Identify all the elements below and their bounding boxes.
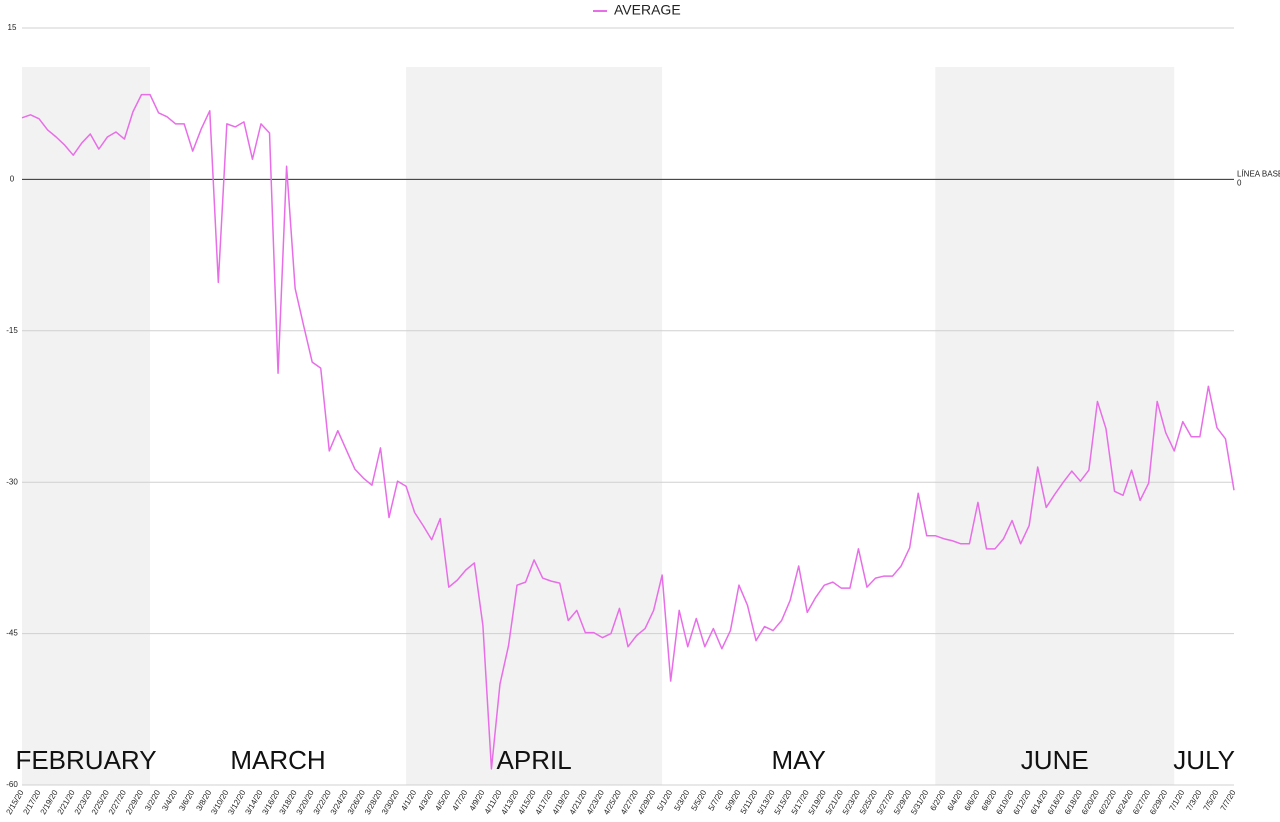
month-label: JULY [1173,745,1235,775]
x-tick-label: 6/2/20 [928,788,947,812]
x-tick-label: 4/5/20 [433,788,452,812]
x-tick-label: 5/7/20 [707,788,726,812]
x-tick-label: 3/6/20 [177,788,196,812]
x-tick-label: 7/1/20 [1167,788,1186,812]
x-tick-label: 7/7/20 [1219,788,1238,812]
y-tick-label: -30 [6,477,18,486]
x-tick-label: 3/2/20 [143,788,162,812]
data-line [21,93,1235,770]
month-band [406,67,663,785]
x-tick-label: 6/29/20 [1148,788,1169,816]
month-label: APRIL [497,745,572,775]
legend-label: AVERAGE [614,2,681,18]
month-band [935,67,1175,785]
y-tick-label: -15 [6,326,18,335]
x-tick-label: 4/7/20 [450,788,469,812]
baseline-label: LÍNEA BASE [1237,170,1280,179]
x-tick-label: 3/30/20 [380,788,401,816]
x-tick-label: 7/5/20 [1202,788,1221,812]
month-label: JUNE [1021,745,1089,775]
month-label: MARCH [230,745,325,775]
y-tick-label: -60 [6,780,18,789]
x-tick-label: 5/3/20 [672,788,691,812]
x-tick-label: 5/31/20 [909,788,930,816]
y-tick-label: 0 [10,175,15,184]
x-tick-label: 3/4/20 [160,788,179,812]
y-tick-label: 15 [8,23,17,32]
baseline-value: 0 [1237,179,1242,188]
x-tick-label: 6/6/20 [963,788,982,812]
x-tick-label: 4/29/20 [636,788,657,816]
y-tick-label: -45 [6,629,18,638]
month-band [22,67,151,785]
x-tick-label: 2/29/20 [124,788,145,816]
x-tick-label: 4/3/20 [416,788,435,812]
x-tick-label: 7/3/20 [1184,788,1203,812]
month-label: MAY [771,745,825,775]
x-tick-label: 4/1/20 [399,788,418,812]
month-label: FEBRUARY [15,745,156,775]
x-tick-label: 5/1/20 [655,788,674,812]
x-tick-label: 5/5/20 [689,788,708,812]
x-tick-label: 6/4/20 [946,788,965,812]
